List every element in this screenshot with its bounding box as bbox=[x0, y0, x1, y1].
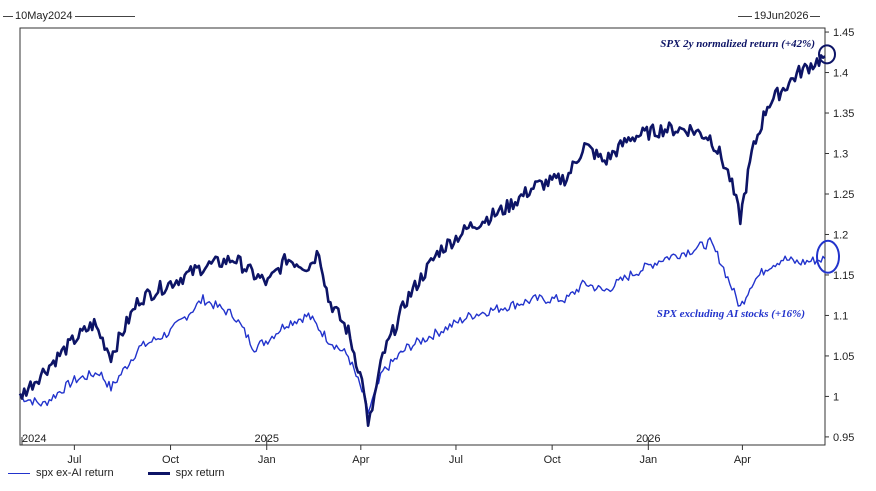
legend-swatch-spx bbox=[147, 471, 170, 475]
annotation-spx: SPX 2y normalized return (+42%) bbox=[660, 38, 815, 50]
y-tick-label: 1.4 bbox=[833, 68, 848, 80]
x-year-label: 2026 bbox=[636, 433, 660, 445]
annotation-layer: SPX 2y normalized return (+42%) SPX exclu… bbox=[657, 38, 840, 320]
range-start-rule bbox=[74, 15, 135, 17]
y-tick-label: 1.35 bbox=[833, 108, 854, 120]
legend-label-spx-ex-ai: spx ex-AI return bbox=[36, 467, 114, 479]
legend-item-spx-ex-ai: spx ex-AI return bbox=[8, 467, 114, 479]
x-tick-label: Jul bbox=[67, 454, 81, 466]
endpoint-circle-spx-ex-ai bbox=[816, 239, 840, 274]
y-tick-label: 1.3 bbox=[833, 149, 848, 161]
y-tick-label: 1.25 bbox=[833, 189, 854, 201]
legend-item-spx: spx return bbox=[147, 467, 225, 479]
x-year-label: 2025 bbox=[254, 433, 278, 445]
y-tick-label: 1.05 bbox=[833, 351, 854, 363]
range-end-text: 19Jun2026 bbox=[754, 10, 809, 22]
series-layer bbox=[18, 54, 826, 427]
y-tick-label: 1.15 bbox=[833, 270, 854, 282]
y-tick-label: 1.45 bbox=[833, 27, 854, 39]
legend-swatch-spx-ex-ai bbox=[8, 472, 30, 474]
range-start-label: 10May2024 bbox=[3, 10, 135, 22]
x-tick-label: Jan bbox=[258, 454, 276, 466]
x-tick-label: Apr bbox=[352, 454, 369, 466]
x-tick-label: Jan bbox=[639, 454, 657, 466]
x-tick-label: Oct bbox=[544, 454, 561, 466]
series-line-spx bbox=[18, 54, 826, 427]
y-tick-label: 1 bbox=[833, 391, 839, 403]
x-tick-label: Oct bbox=[162, 454, 179, 466]
range-end-label: 19Jun2026 bbox=[738, 10, 821, 22]
plot-frame bbox=[19, 27, 826, 446]
range-end-marker bbox=[810, 15, 821, 17]
x-year-label: 2024 bbox=[22, 433, 46, 445]
endpoint-circle-spx bbox=[818, 44, 836, 65]
range-start-text: 10May2024 bbox=[15, 10, 73, 22]
range-end-rule bbox=[738, 15, 752, 17]
y-tick-label: 0.95 bbox=[833, 432, 854, 444]
chart-axes: 0.95 1 1.05 1.1 1.15 1.2 1.25 1.3 1.35 1.4 1.45 202… bbox=[19, 27, 854, 466]
x-tick-label: Apr bbox=[734, 454, 751, 466]
x-tick-label: Jul bbox=[449, 454, 463, 466]
annotation-spx-ex-ai: SPX excluding AI stocks (+16%) bbox=[657, 308, 805, 320]
legend-label-spx: spx return bbox=[175, 467, 225, 479]
y-tick-label: 1.1 bbox=[833, 310, 848, 322]
legend: spx ex-AI return spx return bbox=[8, 467, 225, 479]
y-tick-label: 1.2 bbox=[833, 229, 848, 241]
range-start-marker bbox=[3, 15, 13, 17]
series-line-spx-ex-ai bbox=[19, 237, 826, 415]
